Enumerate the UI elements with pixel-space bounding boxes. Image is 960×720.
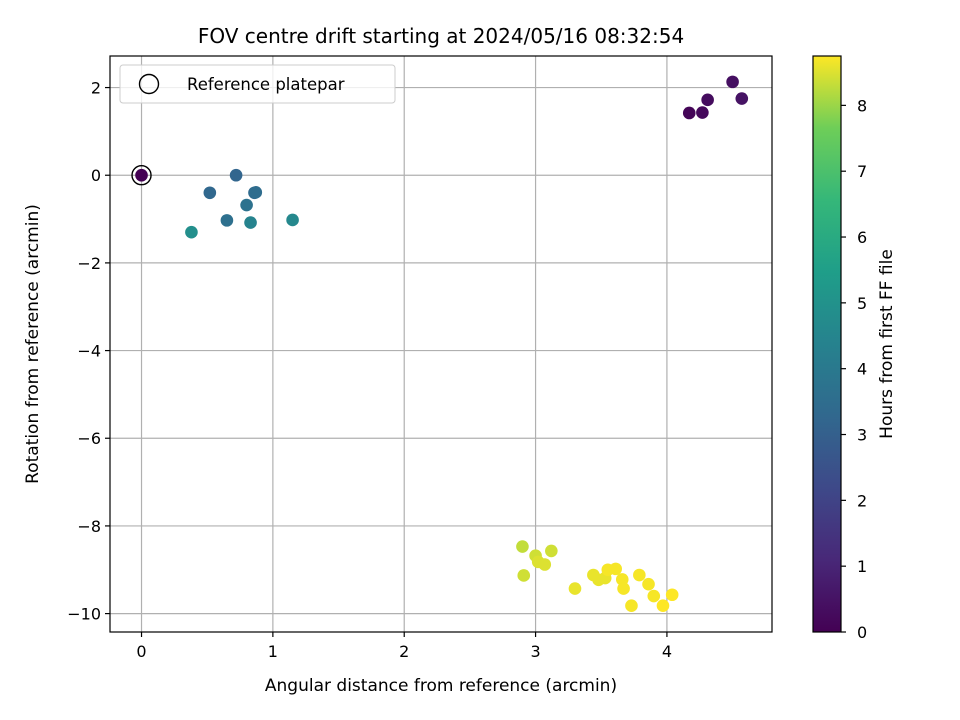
y-axis-ticks: 2 0 −2 −4 −6 −8 −10 (67, 79, 110, 624)
y-tick-label: 0 (91, 166, 101, 185)
plot-frame (109, 55, 773, 633)
data-point (244, 216, 257, 229)
colorbar-label: Hours from first FF file (877, 249, 897, 439)
data-point (185, 225, 198, 239)
colorbar: 0 1 2 3 4 5 6 7 8 Hours from first FF file (812, 55, 897, 642)
colorbar-frame (812, 55, 842, 633)
data-point (229, 168, 243, 182)
data-point (517, 569, 531, 582)
x-tick-label: 3 (530, 642, 540, 661)
y-axis-label: Rotation from reference (arcmin) (23, 204, 43, 484)
x-tick-label: 0 (136, 642, 146, 661)
colorbar-tick-label: 4 (857, 360, 867, 379)
data-point (682, 106, 696, 120)
x-axis-ticks: 0 1 2 3 4 (136, 632, 672, 661)
data-point (726, 75, 739, 89)
x-axis-label: Angular distance from reference (arcmin) (265, 676, 617, 696)
data-point (642, 577, 655, 591)
data-point (656, 599, 670, 612)
legend-box (119, 64, 396, 104)
data-point (220, 214, 234, 227)
data-point (647, 589, 661, 603)
data-point (516, 540, 529, 553)
colorbar-tick-label: 6 (857, 228, 867, 247)
colorbar-ticks: 0 1 2 3 4 5 6 7 8 (841, 96, 867, 642)
y-tick-label: −4 (77, 342, 101, 361)
x-tick-label: 4 (662, 642, 672, 661)
legend-reference-marker (138, 73, 160, 95)
data-point (615, 573, 629, 586)
data-point (203, 186, 217, 200)
reference-point-marker (131, 165, 152, 186)
colorbar-tick-label: 2 (857, 491, 867, 510)
data-point (617, 582, 630, 595)
colorbar-tick-label: 7 (857, 162, 867, 181)
y-tick-label: −2 (77, 254, 101, 273)
colorbar-tick-label: 0 (857, 623, 867, 642)
data-point (135, 168, 148, 182)
colorbar-tick-label: 1 (857, 557, 867, 576)
legend: Reference platepar (119, 64, 396, 104)
data-point (665, 588, 679, 602)
y-tick-label: −6 (77, 429, 101, 448)
colorbar-gradient (813, 56, 841, 632)
data-point (701, 93, 714, 107)
scatter-points (135, 75, 749, 612)
legend-entry-reference-platepar: Reference platepar (187, 75, 345, 94)
data-point (568, 582, 582, 595)
data-point (249, 186, 263, 199)
x-tick-label: 2 (399, 642, 409, 661)
data-point (633, 568, 646, 582)
data-point (538, 558, 552, 571)
reference-marker (131, 165, 152, 186)
colorbar-tick-label: 8 (857, 96, 867, 115)
colorbar-tick-label: 5 (857, 294, 867, 313)
y-tick-label: −8 (77, 517, 101, 536)
data-point (625, 599, 638, 612)
data-point (609, 562, 622, 576)
x-tick-label: 1 (268, 642, 278, 661)
y-tick-label: −10 (67, 605, 101, 624)
data-point (545, 544, 558, 558)
y-tick-label: 2 (91, 79, 101, 98)
data-point (696, 106, 709, 119)
plot-background (110, 56, 772, 632)
colorbar-tick-label: 3 (857, 426, 867, 445)
data-point (240, 198, 253, 212)
chart-title: FOV centre drift starting at 2024/05/16 … (198, 24, 684, 48)
data-point (735, 92, 749, 105)
data-point (286, 213, 299, 227)
